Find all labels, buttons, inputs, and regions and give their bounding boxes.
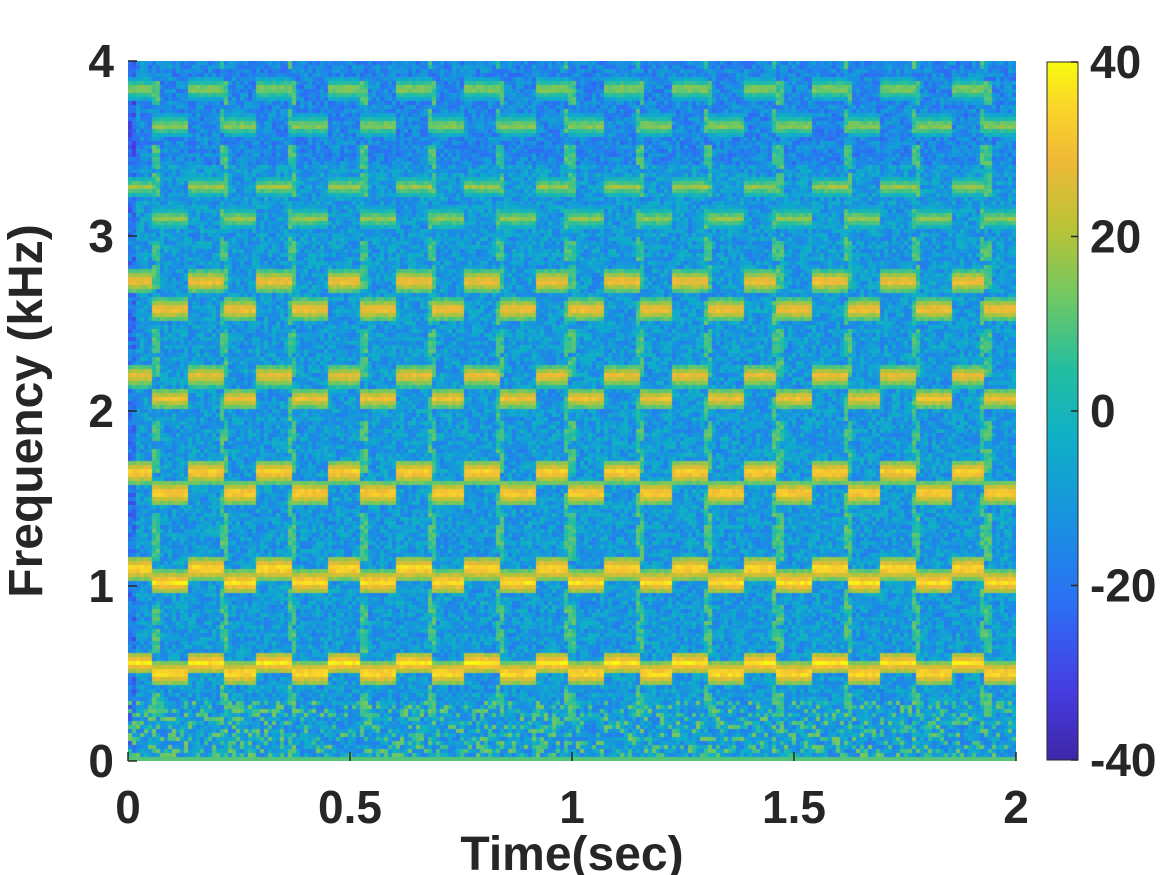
y-tick-label: 4 xyxy=(88,35,114,87)
y-tick-label: 0 xyxy=(88,735,114,787)
colorbar-tick-label: -40 xyxy=(1090,734,1156,786)
x-tick-label: 1 xyxy=(559,781,585,833)
x-axis-ticks: 0 0.5 1 1.5 2 xyxy=(115,752,1029,833)
spectrogram-plot-area xyxy=(128,61,1016,761)
x-axis-label: Time(sec) xyxy=(460,828,683,875)
x-tick-label: 1.5 xyxy=(762,781,826,833)
y-tick-label: 1 xyxy=(88,560,114,612)
y-axis-label: Frequency (kHz) xyxy=(0,224,53,597)
colorbar-tick-label: -20 xyxy=(1090,560,1156,612)
y-tick-label: 2 xyxy=(88,385,114,437)
x-tick-label: 2 xyxy=(1003,781,1029,833)
colorbar-tick-label: 20 xyxy=(1090,211,1141,263)
x-tick-label: 0 xyxy=(115,781,141,833)
y-tick-label: 3 xyxy=(88,210,114,262)
colorbar-tick-label: 40 xyxy=(1090,36,1141,88)
colorbar-tick-label: 0 xyxy=(1090,385,1116,437)
spectrogram-heatmap xyxy=(128,61,1016,761)
colorbar-ticks: -40 -20 0 20 40 xyxy=(1071,36,1156,786)
x-tick-label: 0.5 xyxy=(318,781,382,833)
colorbar: -40 -20 0 20 40 xyxy=(1046,36,1156,786)
y-axis-ticks: 0 1 2 3 4 xyxy=(88,35,137,787)
